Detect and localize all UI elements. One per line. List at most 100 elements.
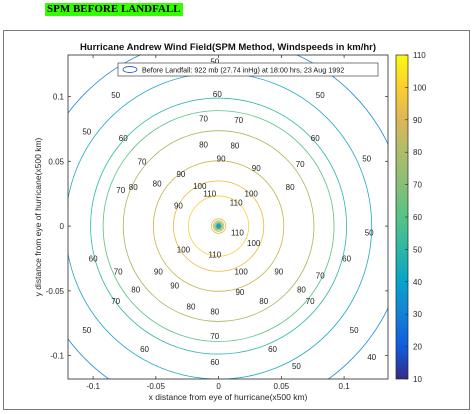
contour-label: 50: [82, 127, 91, 136]
contour-label: 50: [362, 155, 371, 164]
contour-label: 70: [210, 332, 219, 341]
contour-label: 90: [274, 267, 283, 276]
contour-label: 60: [311, 134, 320, 143]
contour-label: 70: [199, 115, 208, 124]
colorbar-ticks: 10 20 30 40 50 60 70 80 90 100 110: [405, 51, 427, 384]
contour-label: 60: [140, 345, 149, 354]
contour-label: 50: [82, 326, 91, 335]
contour-label: 70: [116, 186, 125, 195]
contour-label: 60: [119, 134, 128, 143]
contour-label: 70: [138, 157, 147, 166]
eye-contour-ring-60: [215, 223, 222, 229]
contour-label: 60: [210, 358, 219, 367]
colorbar-tick-label: 110: [413, 51, 426, 60]
x-tick-label: 0.1: [339, 382, 351, 391]
contour-label: 80: [131, 286, 140, 295]
contour-label: 90: [176, 170, 185, 179]
legend-box: [117, 62, 379, 77]
contour-ring-100: [173, 180, 265, 272]
y-tick-label: 0.1: [53, 92, 65, 101]
page-label: SPM BEFORE LANDFALL: [45, 3, 183, 16]
eye-contour-ring-50: [216, 224, 221, 229]
contour-label: 80: [259, 297, 268, 306]
x-tick-label: -0.1: [86, 382, 100, 391]
contour-label: 80: [187, 302, 196, 311]
contour-ring-60: [90, 97, 347, 355]
x-axis: -0.1 -0.05 0 0.05 0.1: [86, 55, 350, 391]
eye-contour-ring-90: [212, 220, 225, 232]
contour-label: 40: [367, 353, 376, 362]
colorbar-tick-label: 70: [413, 181, 422, 190]
legend-swatch-icon: [122, 66, 138, 73]
y-tick-label: -0.05: [46, 287, 65, 296]
contour-label: 110: [230, 199, 243, 208]
eye-contour-ring-80: [214, 221, 224, 231]
axes-box: [67, 54, 389, 380]
contour-label: 100: [234, 267, 248, 276]
contour-label: 100: [193, 182, 207, 191]
contour-label: 70: [316, 271, 325, 280]
y-tick-label: -0.1: [50, 352, 64, 361]
eye-contour-ring-30: [217, 224, 220, 228]
contour-ring-110: [188, 195, 250, 257]
y-axis-label: y distance from eye of hurricane(x500 km…: [33, 137, 43, 296]
colorbar-tick-label: 60: [413, 213, 422, 222]
y-tick-label: 0: [60, 222, 65, 231]
contour-label: 70: [306, 297, 315, 306]
contour-label: 70: [296, 160, 305, 169]
contour-ring-80: [122, 130, 315, 322]
contour-label: 60: [268, 345, 277, 354]
contour-label: 110: [208, 251, 221, 260]
eye-contour-ring-100: [210, 218, 227, 234]
contour-label: 50: [350, 326, 359, 335]
contour-label: 80: [129, 183, 138, 192]
contour-label: 110: [231, 229, 244, 238]
y-axis: 0.1 0.05 0 -0.05 -0.1: [46, 92, 388, 361]
contour-label: 110: [203, 190, 216, 199]
colorbar: 10 20 30 40 50 60 70 80 90 100 110: [395, 51, 427, 384]
contour-label: 90: [235, 288, 244, 297]
colorbar-tick-label: 90: [413, 116, 422, 125]
contour-label: 70: [234, 116, 243, 125]
x-tick-label: 0.05: [274, 382, 290, 391]
contour-ring-90: [152, 160, 285, 292]
colorbar-tick-label: 20: [413, 343, 422, 352]
contour-label: 70: [114, 267, 123, 276]
legend: Before Landfall: 922 mb (27.74 inHg) at …: [117, 62, 379, 77]
contour-label: 80: [286, 183, 295, 192]
contour-label: 60: [213, 90, 222, 99]
chart-title: Hurricane Andrew Wind Field(SPM Method, …: [80, 42, 376, 53]
contour-label: 100: [245, 190, 259, 199]
contour-label: 90: [252, 164, 261, 173]
contour-label: 60: [342, 254, 351, 263]
colorbar-tick-label: 30: [413, 310, 422, 319]
plot-area: [68, 55, 388, 379]
colorbar-tick-label: 50: [413, 245, 422, 254]
contour-label: 50: [292, 362, 301, 371]
contour-label: 90: [217, 155, 226, 164]
contour-label: 50: [210, 57, 219, 66]
colorbar-tick-label: 100: [413, 83, 427, 92]
contour-label: 60: [89, 254, 98, 263]
contour-label: 100: [247, 239, 261, 248]
contour-label: 50: [365, 229, 374, 238]
contour-label: 70: [111, 297, 120, 306]
y-tick-label: 0.05: [48, 157, 64, 166]
contour-label: 80: [210, 308, 219, 317]
x-tick-label: 0: [216, 382, 221, 391]
x-axis-label: x distance from eye of hurricane(x500 km…: [149, 392, 308, 402]
contour-label: 80: [230, 142, 239, 151]
contour-label: 100: [177, 245, 191, 254]
colorbar-tick-label: 10: [413, 375, 422, 384]
contour-label: 50: [111, 91, 120, 100]
contour-label: 90: [174, 201, 183, 210]
legend-entry: Before Landfall: 922 mb (27.74 inHg) at …: [142, 66, 344, 75]
contour-label: 90: [154, 267, 163, 276]
eye-contour-ring-70: [215, 222, 223, 230]
contour-label: 90: [170, 282, 179, 291]
colorbar-tick-label: 40: [413, 278, 422, 287]
contour-label: 50: [316, 91, 325, 100]
x-tick-label: -0.05: [147, 382, 166, 391]
contour-label: 80: [297, 286, 306, 295]
